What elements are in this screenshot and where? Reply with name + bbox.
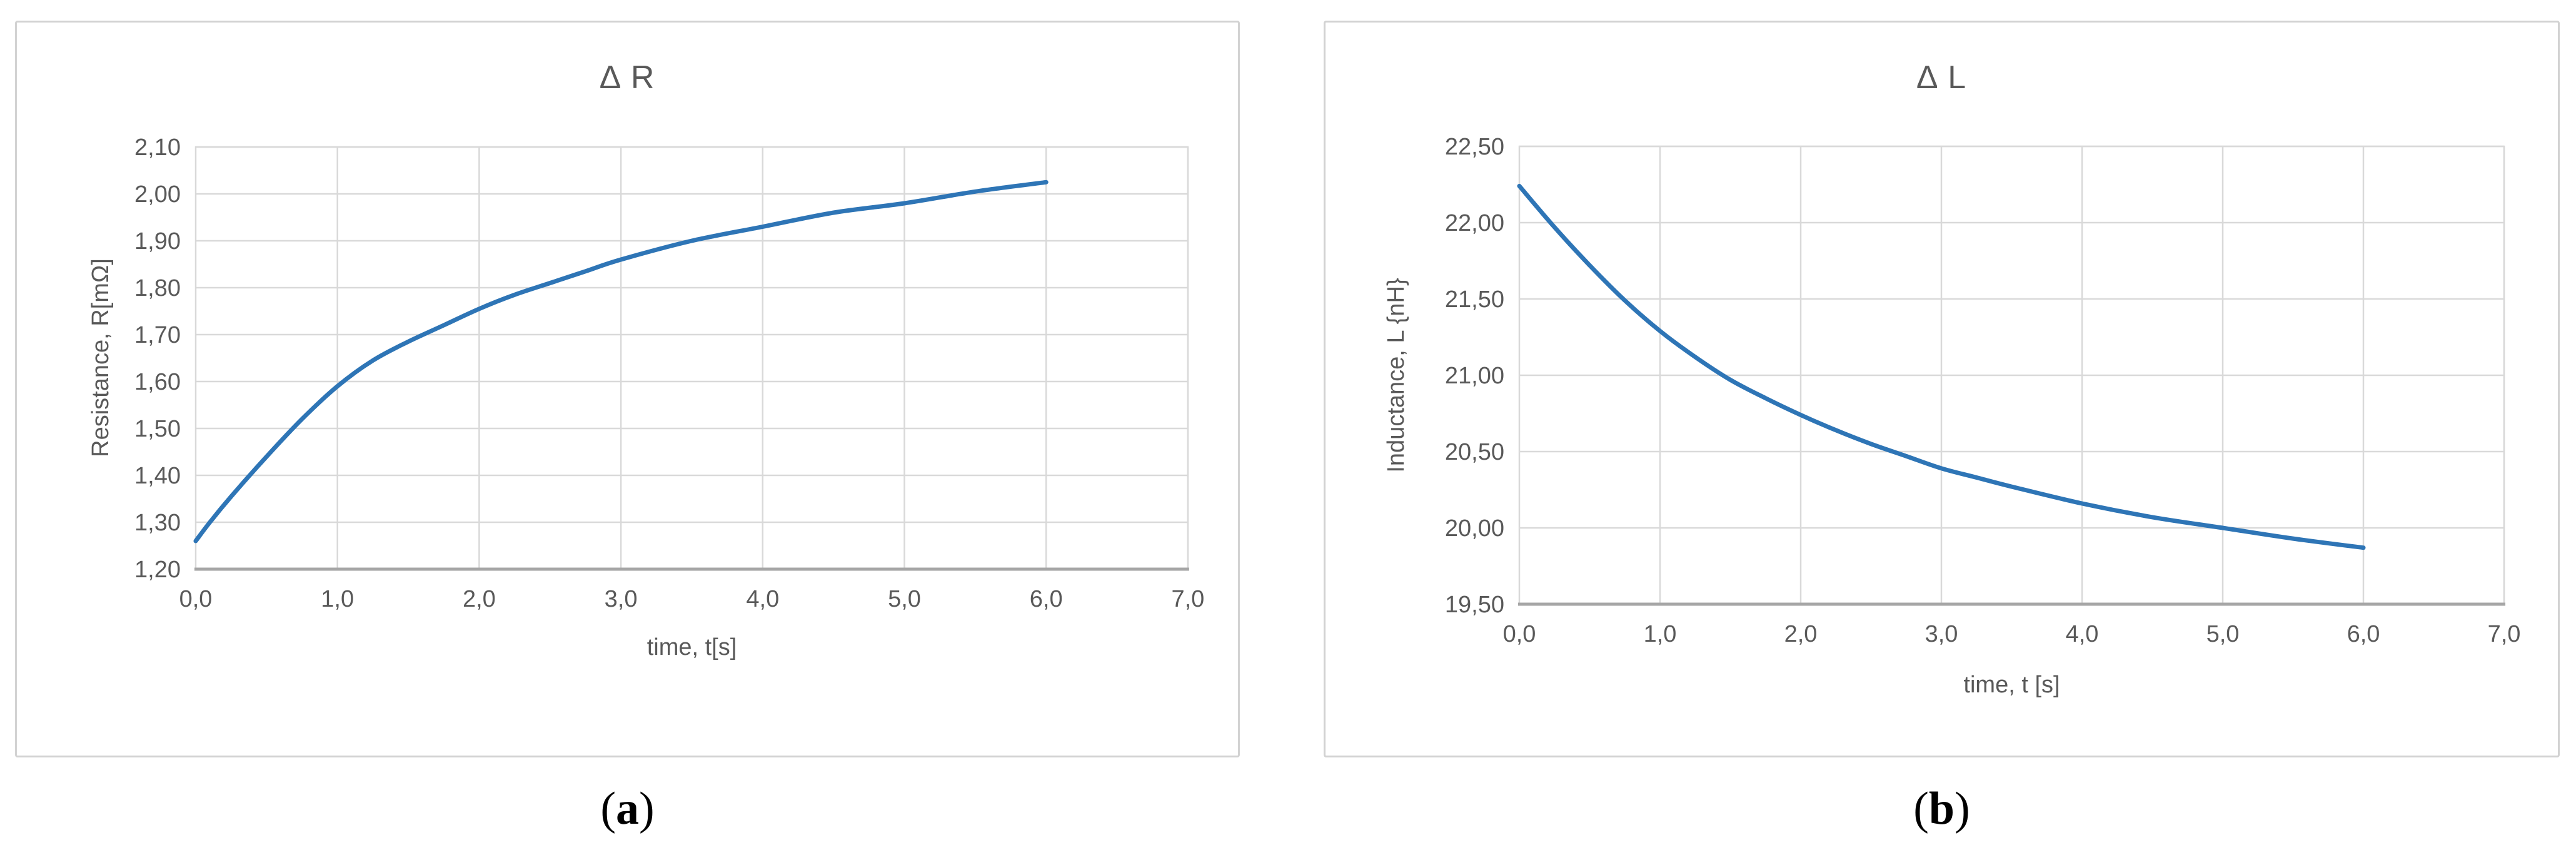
x-tick-label: 7,0 xyxy=(1171,586,1204,612)
y-tick-label: 1,20 xyxy=(134,557,181,583)
x-tick-label: 0,0 xyxy=(1503,621,1536,647)
plot-border xyxy=(194,146,1189,570)
caption-b-close: ) xyxy=(1955,783,1970,834)
caption-a-letter: a xyxy=(616,783,639,834)
x-tick-label: 1,0 xyxy=(1644,621,1677,647)
caption-a-close: ) xyxy=(639,783,655,834)
x-tick-label: 7,0 xyxy=(2488,621,2521,647)
x-tick-label: 2,0 xyxy=(463,586,496,612)
chart-delta-l: 19,50 20,00 20,50 21,00 21,50 22,00 22,50 0,0 1,… xyxy=(1324,21,2560,757)
x-tick-label: 6,0 xyxy=(2347,621,2380,647)
y-tick-label: 20,00 xyxy=(1445,515,1504,542)
x-tick-label: 3,0 xyxy=(1925,621,1958,647)
caption-a-open: ( xyxy=(600,783,616,834)
x-tick-label: 0,0 xyxy=(179,586,213,612)
series-line-inductance-curve xyxy=(1517,183,2366,550)
caption-b-open: ( xyxy=(1913,783,1929,834)
y-tick-label: 1,90 xyxy=(134,228,181,255)
y-tick-label: 1,40 xyxy=(134,463,181,489)
chart-delta-r-y-axis-title: Resistance, R[mΩ] xyxy=(88,258,114,457)
y-tick-label: 1,50 xyxy=(134,416,181,442)
y-tick-label: 22,00 xyxy=(1445,210,1504,236)
y-tick-label: 21,50 xyxy=(1445,286,1504,313)
subfigure-caption-b: (b) xyxy=(1324,774,2560,849)
x-tick-label: 5,0 xyxy=(2206,621,2240,647)
y-tick-label: 1,80 xyxy=(134,275,181,301)
chart-delta-r-title: Δ R xyxy=(599,59,656,96)
y-tick-label: 1,30 xyxy=(134,510,181,536)
chart-delta-r-plot: 1,20 1,30 1,40 1,50 1,60 1,70 1,80 1,90 2,00 2,10… xyxy=(134,134,1204,612)
chart-delta-l-plot: 19,50 20,00 20,50 21,00 21,50 22,00 22,50 0,0 1,… xyxy=(1445,134,2521,647)
chart-delta-r-x-axis-title: time, t[s] xyxy=(647,634,737,660)
y-tick-label: 2,00 xyxy=(134,181,181,208)
chart-delta-r: 1,20 1,30 1,40 1,50 1,60 1,70 1,80 1,90 2,00 2,10… xyxy=(15,21,1240,757)
y-tick-label: 1,60 xyxy=(134,369,181,395)
chart-delta-l-title: Δ L xyxy=(1916,59,1968,96)
x-tick-label: 3,0 xyxy=(605,586,638,612)
caption-b-letter: b xyxy=(1928,783,1955,834)
subfigure-caption-a: (a) xyxy=(15,774,1240,849)
y-tick-label: 20,50 xyxy=(1445,439,1504,465)
x-tick-label: 4,0 xyxy=(2066,621,2099,647)
chart-delta-l-y-axis-title: Inductance, L {nH} xyxy=(1383,278,1409,473)
y-tick-label: 21,00 xyxy=(1445,363,1504,389)
x-tick-label: 4,0 xyxy=(746,586,779,612)
x-tick-label: 6,0 xyxy=(1030,586,1063,612)
chart-delta-l-x-axis-title: time, t [s] xyxy=(1963,672,2060,698)
x-tick-label: 2,0 xyxy=(1784,621,1818,647)
series-line-resistance-curve xyxy=(193,180,1049,544)
x-tick-label: 1,0 xyxy=(321,586,354,612)
y-tick-label: 22,50 xyxy=(1445,134,1504,160)
y-tick-label: 2,10 xyxy=(134,134,181,161)
y-tick-label: 1,70 xyxy=(134,322,181,348)
x-tick-label: 5,0 xyxy=(888,586,921,612)
y-tick-label: 19,50 xyxy=(1445,592,1504,618)
